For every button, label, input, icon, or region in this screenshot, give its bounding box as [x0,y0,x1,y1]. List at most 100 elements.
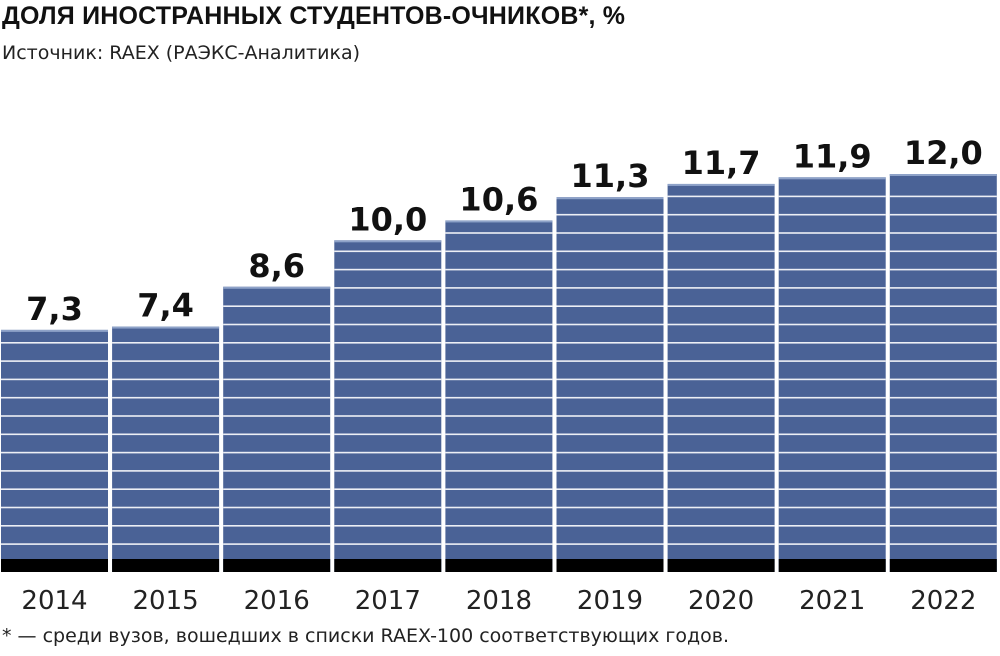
bar-stripe [667,232,775,234]
bar-stripe [445,506,553,509]
x-tick-label-2021: 2021 [799,586,865,616]
bar-group-2021: 11,9 2021 [778,137,886,616]
bar-stripe [445,378,553,381]
chart-source: Источник: RAEX (РАЭКС-Аналитика) [2,42,361,64]
bar-stripe [445,342,553,344]
x-tick-label-2015: 2015 [133,586,199,616]
bar-stripe [889,451,997,454]
bar-stripe [556,451,664,454]
bar-stripe [889,378,997,381]
bar-stripe [112,396,220,399]
bar-stripe [889,268,997,271]
bar-stripe [667,250,775,253]
bar-stripe [334,525,442,527]
bar-stripe [1,451,108,454]
bar-stripe [334,305,442,307]
bar-top-edge [556,197,664,200]
bar-stripe [667,451,775,454]
bar-stripe [112,543,220,545]
bar-stripe [778,488,886,490]
bar-stripe [445,470,553,472]
bar-top-edge [445,220,553,223]
bar-group-2014: 7,3 2014 [1,290,108,616]
x-tick-label-2017: 2017 [355,586,421,616]
bar-stripe [223,525,331,527]
bar-stripe [223,378,331,381]
bar-stripe [334,360,442,362]
bar-stripe [1,488,108,490]
x-tick-label-2019: 2019 [577,586,643,616]
value-label-2017: 10,0 [348,200,427,238]
bar-2017 [334,240,442,573]
bar-stripe [778,360,886,362]
bar-base [556,559,664,572]
bar-stripe [556,378,664,381]
bar-stripe [889,250,997,253]
bar-stripe [334,378,442,381]
bar-stripe [112,342,220,344]
bar-stripe [445,268,553,271]
bar-stripe [445,323,553,326]
bar-base [112,559,220,572]
bar-stripe [556,250,664,253]
bar-stripe [778,470,886,472]
bar-stripe [889,433,997,436]
bar-2015 [112,326,220,572]
bar-stripe [778,433,886,436]
bar-stripe [667,342,775,344]
bar-stripe [889,470,997,472]
bar-stripe [667,415,775,417]
bar-stripe [1,360,108,362]
value-label-2020: 11,7 [682,144,761,182]
bar-stripe [223,323,331,326]
bar-stripe [667,396,775,399]
bar-top-edge [112,326,220,329]
bar-stripe [112,525,220,527]
bar-base [667,559,775,572]
bar-group-2020: 11,7 2020 [667,144,775,616]
bar-stripe [334,250,442,253]
bar-stripe [667,323,775,326]
bar-stripe [667,195,775,198]
bar-top-edge [889,174,997,176]
bar-stripe [556,433,664,436]
bar-stripe [556,543,664,545]
bar-stripe [889,543,997,545]
x-tick-label-2016: 2016 [244,586,310,616]
bar-stripe [778,543,886,545]
bar-stripe [889,488,997,490]
bar-stripe [778,525,886,527]
bar-stripe [667,360,775,362]
x-tick-label-2020: 2020 [688,586,754,616]
bar-stripe [889,396,997,399]
bar-stripe [445,415,553,417]
bar-stripe [778,342,886,344]
bar-stripe [889,360,997,362]
bar-base [334,559,442,572]
bar-stripe [334,342,442,344]
x-tick-label-2014: 2014 [21,586,87,616]
bar-stripe [667,305,775,307]
bar-2019 [556,197,664,572]
bar-base [778,559,886,572]
bar-stripe [1,396,108,399]
bar-stripe [334,415,442,417]
bar-stripe [556,360,664,362]
bar-stripe [445,305,553,307]
bar-stripe [556,287,664,289]
bar-stripe [112,378,220,381]
bar-stripe [889,506,997,509]
bar-stripe [1,433,108,436]
bar-stripe [1,543,108,545]
bar-stripe [112,488,220,490]
bar-stripe [778,323,886,326]
bar-stripe [889,195,997,198]
bar-2020 [667,183,775,572]
bar-stripe [778,378,886,381]
bar-base [223,559,331,572]
bar-stripe [1,506,108,509]
bar-stripe [556,506,664,509]
chart-footnote: * — среди вузов, вошедших в списки RAEX-… [2,625,730,647]
bar-stripe [556,305,664,307]
bar-stripe [556,488,664,490]
